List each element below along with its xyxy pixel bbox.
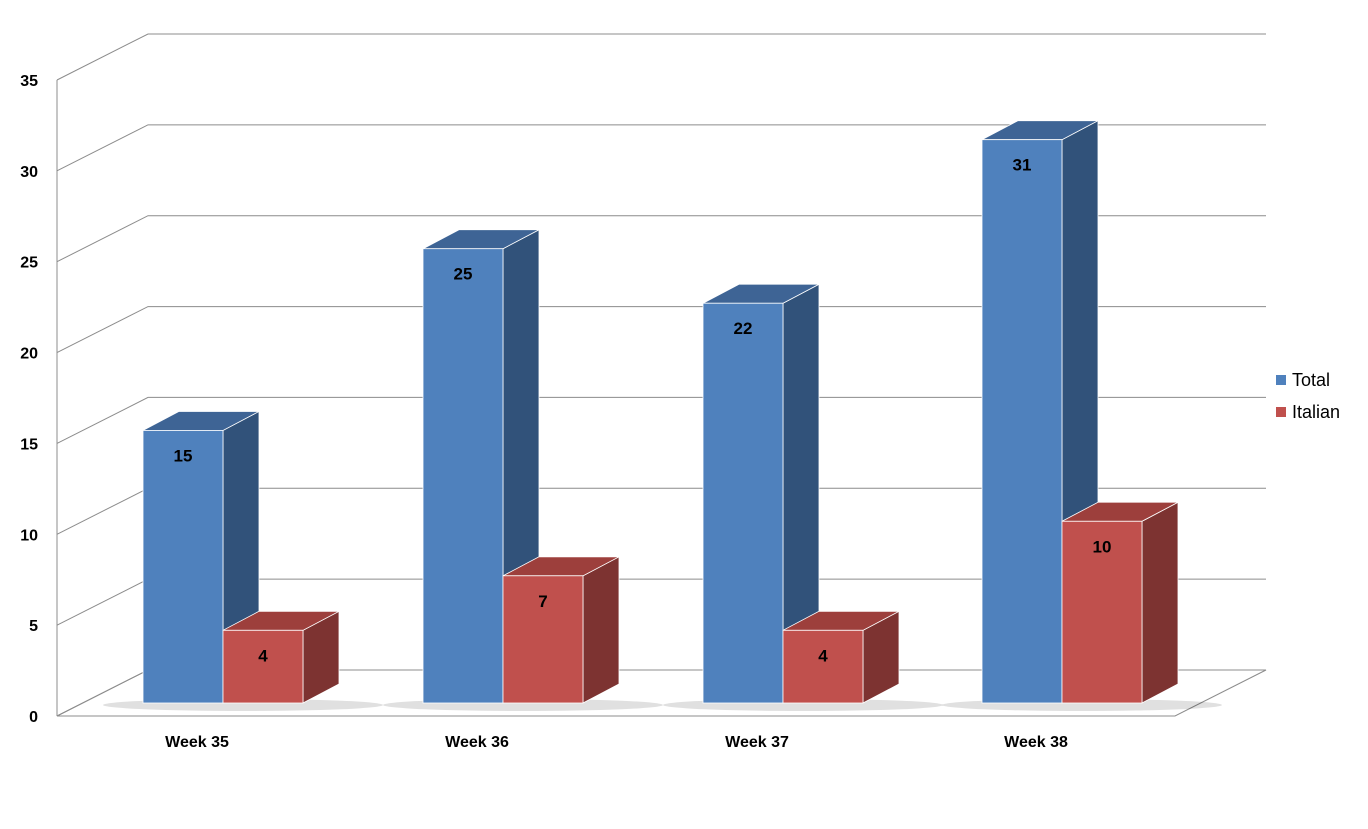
x-tick-label: Week 38 (1004, 734, 1068, 751)
data-label: 10 (1093, 537, 1112, 556)
x-tick-label: Week 37 (725, 734, 789, 751)
x-tick-label: Week 35 (165, 734, 229, 751)
y-tick-label: 20 (20, 346, 38, 363)
bar-front (222, 629, 304, 704)
y-tick-label: 0 (29, 709, 38, 726)
legend-item-italian: Italian (1276, 396, 1340, 428)
legend-swatch-italian (1276, 407, 1286, 417)
bar-italian-week-37: 4 (782, 610, 900, 704)
legend-label-italian: Italian (1292, 401, 1341, 422)
data-label: 25 (454, 265, 473, 284)
y-tick-label: 10 (20, 527, 38, 544)
data-label: 22 (734, 319, 753, 338)
data-label: 4 (818, 646, 828, 665)
x-tick-label: Week 36 (445, 734, 509, 751)
bar-front (1061, 520, 1143, 704)
bars: 15 4 25 7 22 4 31 10 (103, 120, 1222, 711)
data-label: 31 (1013, 156, 1032, 175)
y-tick-label: 30 (20, 164, 38, 181)
data-label: 15 (174, 446, 193, 465)
gridline (56, 215, 1266, 263)
bar-front (142, 430, 224, 704)
y-tick-label: 35 (20, 73, 38, 90)
bar-front (782, 629, 864, 704)
bar-total-week-36: 25 (422, 229, 540, 704)
y-tick-label: 25 (20, 255, 38, 272)
y-tick-label: 5 (29, 618, 38, 635)
bar-italian-week-35: 4 (222, 610, 340, 704)
gridline (56, 124, 1266, 172)
x-axis-ticks: Week 35 Week 36 Week 37 Week 38 (165, 734, 1068, 751)
legend-item-total: Total (1276, 364, 1340, 396)
data-label: 7 (538, 592, 547, 611)
bar-front (422, 248, 504, 704)
data-label: 4 (258, 646, 268, 665)
gridline (56, 306, 1266, 354)
gridline (56, 33, 1266, 81)
bar-front (702, 302, 784, 704)
legend: Total Italian (1276, 364, 1340, 428)
gridline (56, 396, 1266, 444)
y-tick-label: 15 (20, 436, 38, 453)
y-axis-ticks: 0 5 10 15 20 25 30 35 (20, 73, 38, 726)
bar-side (582, 556, 620, 704)
bar-total-week-37: 22 (702, 283, 820, 704)
legend-label-total: Total (1292, 369, 1331, 390)
bar-italian-week-38: 10 (1061, 501, 1179, 704)
legend-swatch-total (1276, 375, 1286, 385)
bar-side (1141, 501, 1179, 704)
bar-front (981, 139, 1063, 704)
bar-front (502, 575, 584, 704)
bar-italian-week-36: 7 (502, 556, 620, 704)
